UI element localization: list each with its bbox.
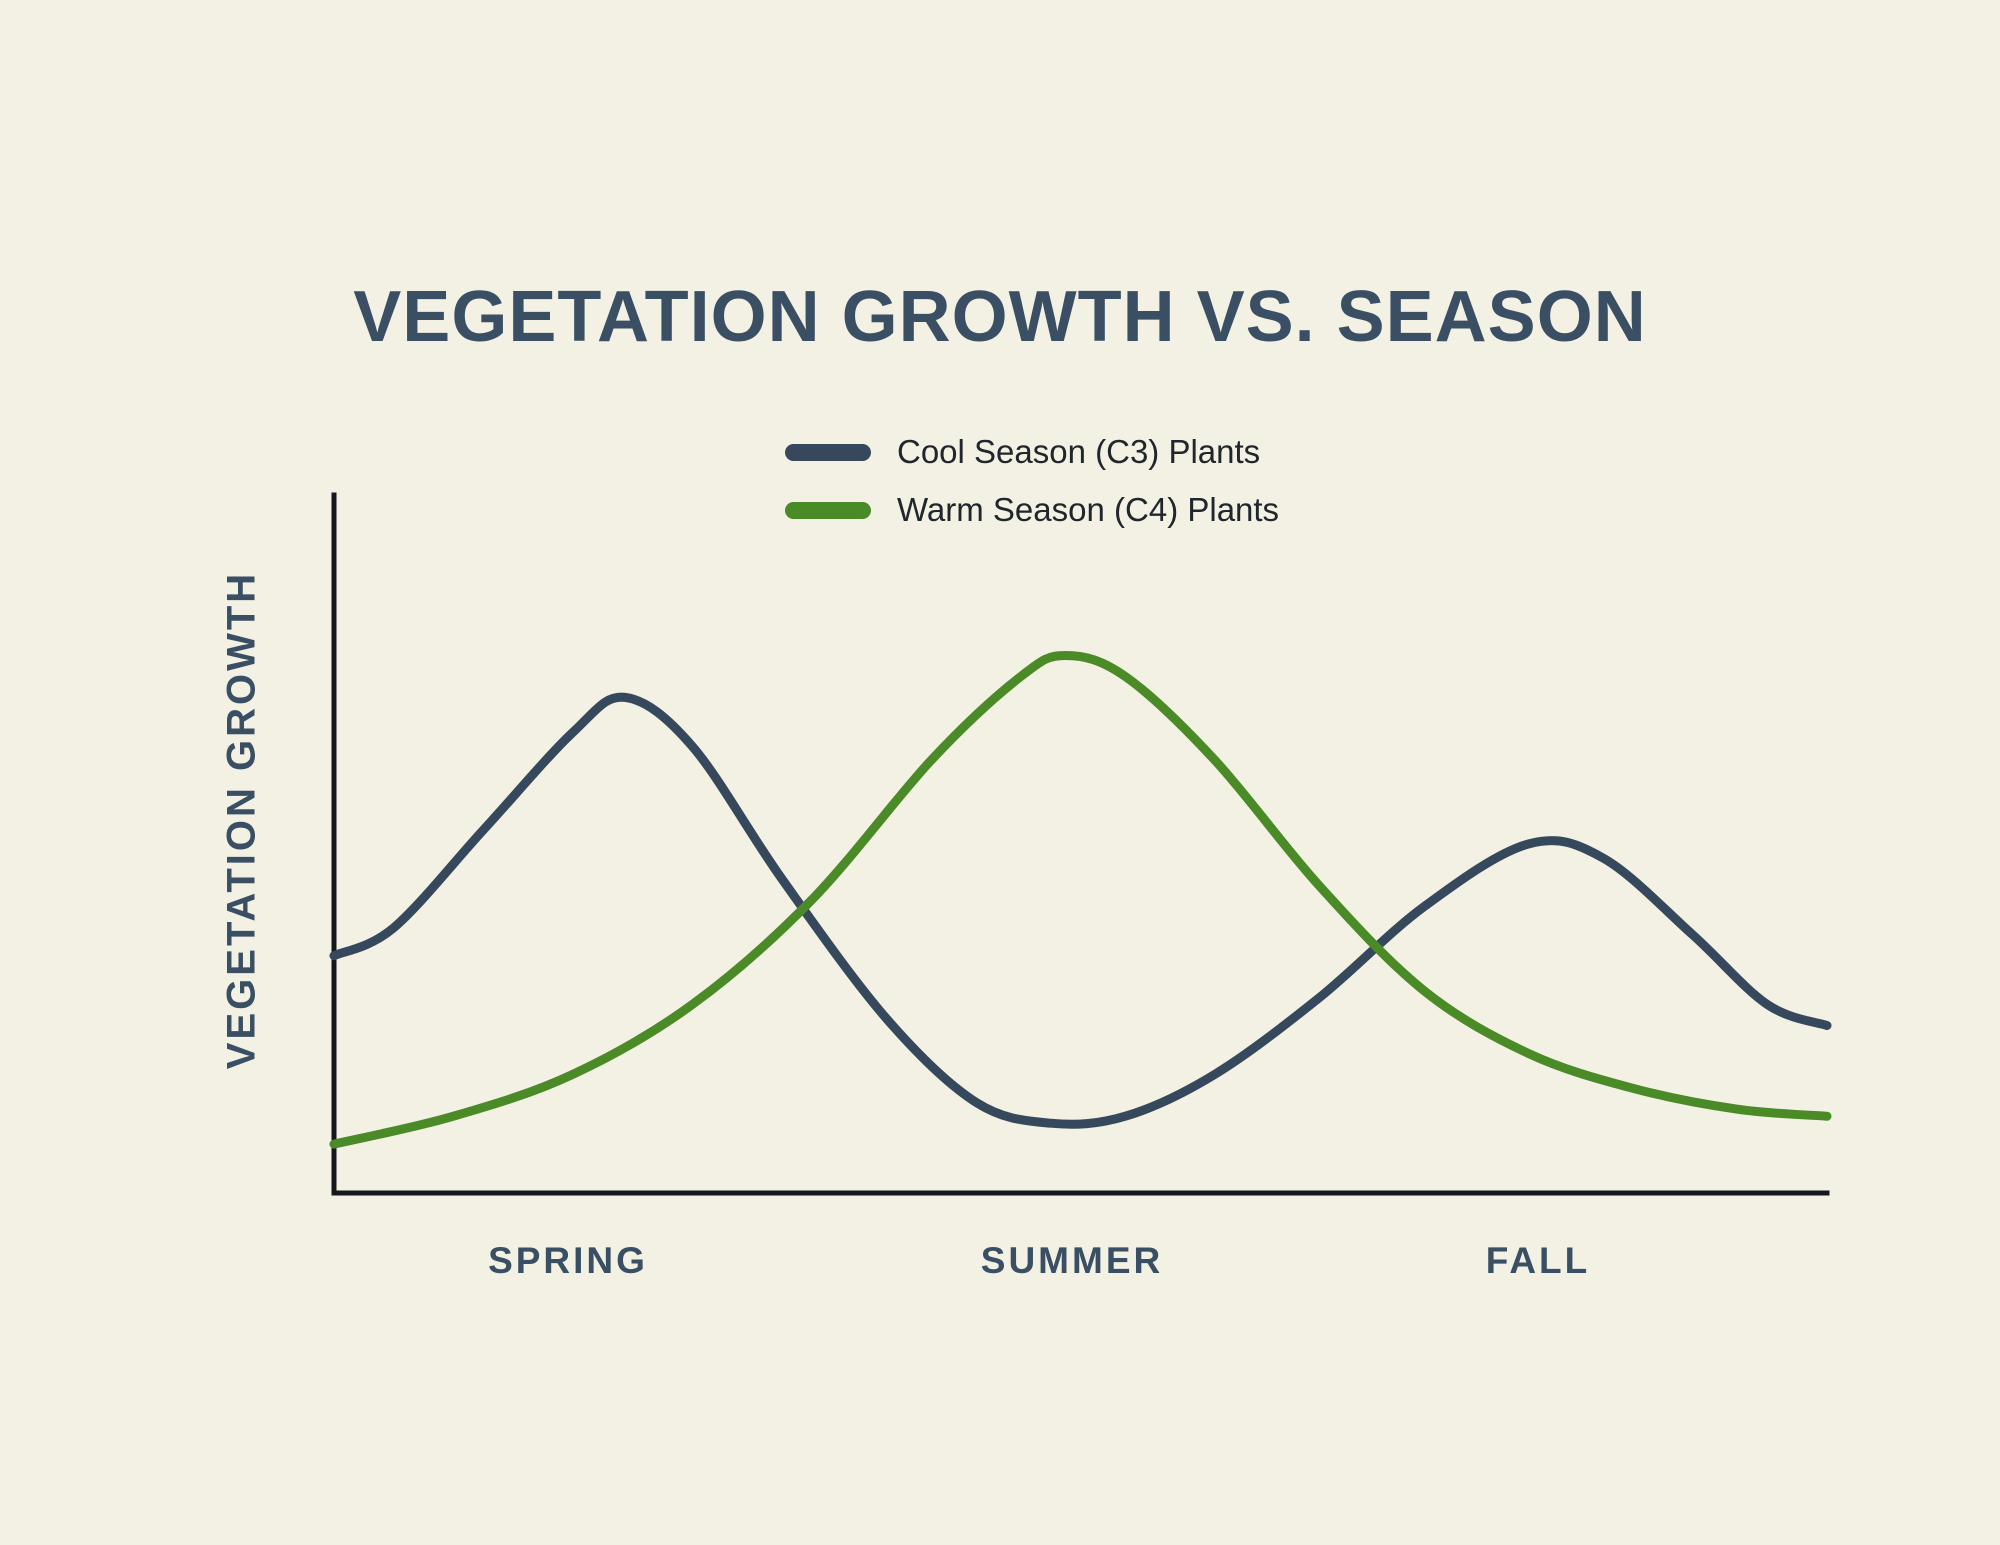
cool-season-c3-curve [329,692,1832,1129]
x-tick-spring: SPRING [488,1240,648,1281]
axes [331,492,1830,1196]
x-tick-fall: FALL [1485,1240,1591,1281]
legend-item-warm-season: Warm Season (C4) Plants [785,488,1279,532]
legend-swatch-warm-season-icon [785,501,871,519]
chart-title: VEGETATION GROWTH VS. SEASON [353,277,1647,357]
x-tick-summer: SUMMER [980,1240,1164,1281]
legend: Cool Season (C3) Plants Warm Season (C4)… [785,430,1279,532]
warm-season-c4-curve [329,650,1832,1149]
legend-item-cool-season: Cool Season (C3) Plants [785,430,1279,474]
y-axis-label: VEGETATION GROWTH [219,570,264,1070]
legend-label-warm-season: Warm Season (C4) Plants [897,491,1280,528]
legend-swatch-cool-season-icon [785,443,871,461]
legend-label-cool-season: Cool Season (C3) Plants [897,433,1261,470]
